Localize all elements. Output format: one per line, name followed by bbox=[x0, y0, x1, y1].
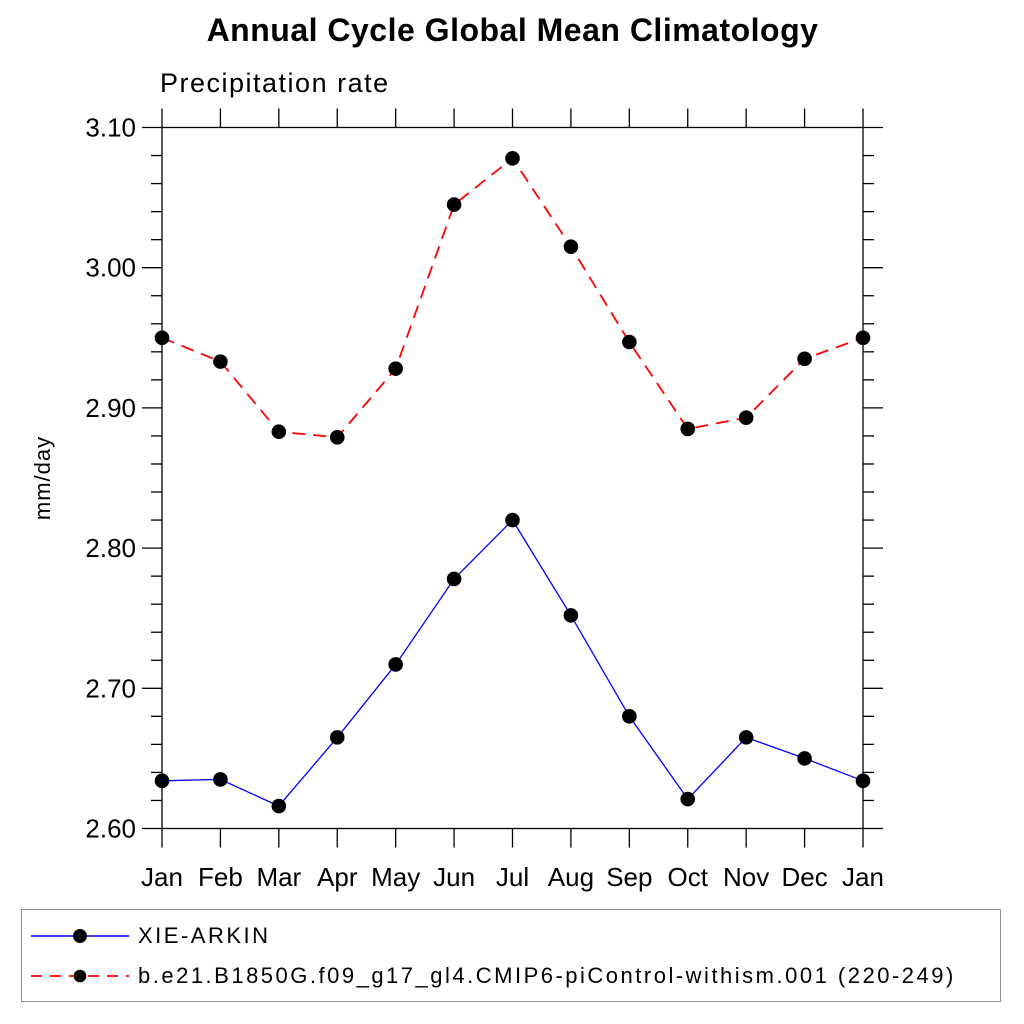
data-point-marker bbox=[622, 709, 637, 724]
data-point-marker bbox=[388, 657, 403, 672]
plot-frame bbox=[161, 126, 864, 830]
x-tick-label: Sep bbox=[606, 862, 652, 892]
y-tick-label: 2.60 bbox=[85, 814, 136, 844]
y-tick-label: 2.80 bbox=[85, 533, 136, 563]
data-point-marker bbox=[680, 421, 696, 437]
data-point-marker bbox=[446, 571, 462, 587]
data-point-marker bbox=[563, 608, 579, 623]
data-point-marker bbox=[563, 239, 579, 254]
data-point-marker bbox=[505, 512, 520, 528]
series-line-xie-arkin bbox=[161, 519, 864, 807]
data-point-marker bbox=[446, 197, 462, 212]
data-point-marker bbox=[855, 773, 871, 789]
x-tick-label: Jul bbox=[496, 862, 529, 892]
data-point-marker bbox=[329, 430, 345, 445]
x-tick-label: Apr bbox=[317, 862, 358, 892]
x-tick-label: Jun bbox=[433, 862, 475, 892]
data-point-marker bbox=[622, 334, 637, 350]
x-tick-label: Oct bbox=[668, 862, 709, 892]
x-tick-label: Dec bbox=[781, 862, 827, 892]
data-point-marker bbox=[154, 330, 170, 346]
legend-label: XIE-ARKIN bbox=[138, 922, 271, 948]
x-tick-label: Jan bbox=[141, 862, 183, 892]
series-line-model bbox=[161, 156, 864, 439]
data-point-marker bbox=[329, 730, 345, 745]
data-point-marker bbox=[154, 773, 170, 789]
data-point-marker bbox=[797, 751, 812, 766]
data-point-marker bbox=[388, 361, 403, 376]
y-tick-label: 2.70 bbox=[85, 673, 136, 703]
data-point-marker bbox=[738, 730, 754, 745]
y-tick-label: 2.90 bbox=[85, 393, 136, 423]
legend-line-sample-solid bbox=[31, 928, 129, 943]
x-tick-label: Jan bbox=[842, 862, 884, 892]
legend-label: b.e21.B1850G.f09_g17_gl4.CMIP6-piControl… bbox=[138, 962, 956, 988]
legend: XIE-ARKIN b.e21.B1850G.f09_g17_gl4.CMIP6… bbox=[21, 909, 1001, 1002]
data-point-marker bbox=[680, 791, 696, 807]
x-tick-label: Aug bbox=[548, 862, 594, 892]
legend-marker bbox=[73, 969, 87, 982]
x-tick-label: Nov bbox=[723, 862, 769, 892]
x-tick-label: Feb bbox=[198, 862, 243, 892]
x-tick-label: May bbox=[371, 862, 420, 892]
y-tick-label: 3.10 bbox=[85, 113, 136, 143]
data-point-marker bbox=[271, 424, 287, 440]
legend-marker bbox=[73, 928, 87, 943]
data-point-marker bbox=[738, 410, 754, 426]
legend-line-sample-dashed bbox=[31, 969, 129, 982]
data-point-marker bbox=[213, 354, 228, 369]
data-point-marker bbox=[855, 330, 871, 346]
data-point-marker bbox=[213, 772, 228, 787]
chart-subtitle: Precipitation rate bbox=[160, 68, 390, 98]
data-point-marker bbox=[505, 151, 520, 166]
legend-item-xie-arkin: XIE-ARKIN bbox=[27, 916, 1000, 956]
data-point-marker bbox=[797, 351, 812, 367]
y-tick-label: 3.00 bbox=[85, 253, 136, 283]
x-tick-label: Mar bbox=[256, 862, 301, 892]
chart-title: Annual Cycle Global Mean Climatology bbox=[206, 12, 819, 48]
legend-item-model: b.e21.B1850G.f09_g17_gl4.CMIP6-piControl… bbox=[27, 956, 1000, 996]
data-point-marker bbox=[271, 798, 287, 814]
